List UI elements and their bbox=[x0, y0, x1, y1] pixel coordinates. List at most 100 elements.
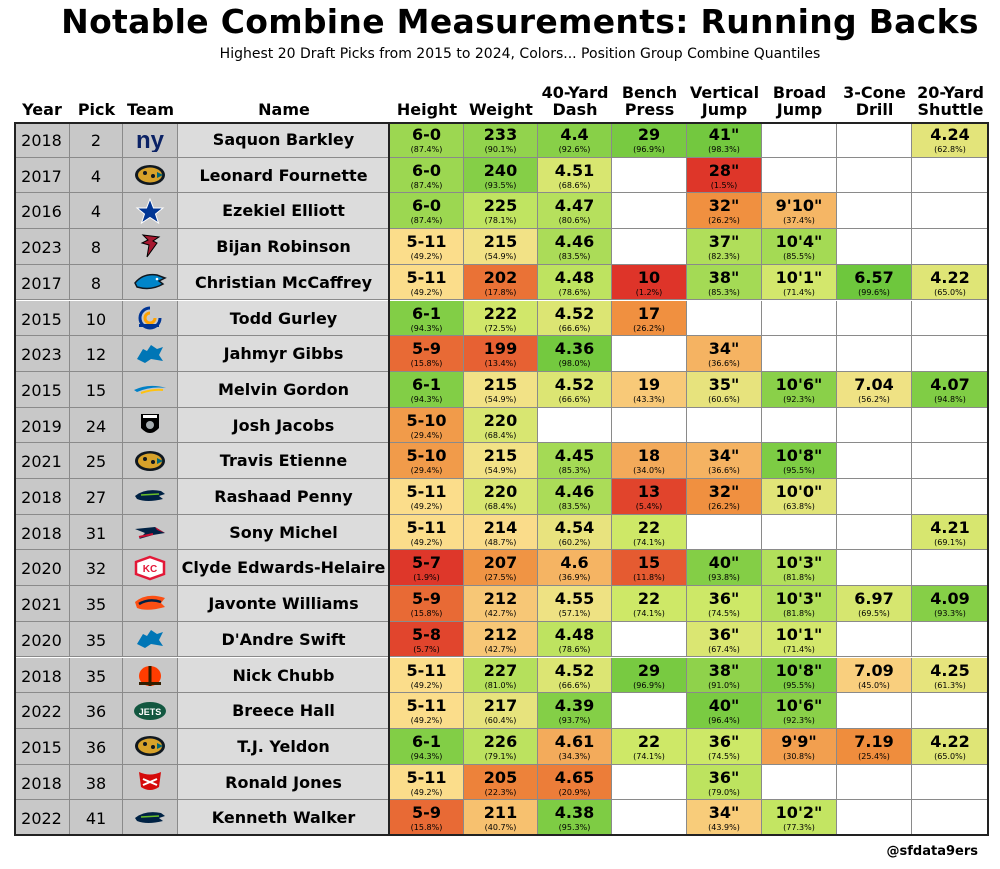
weight-percentile: (54.9%) bbox=[484, 466, 517, 476]
table-cell bbox=[837, 800, 912, 836]
height-value: 5-11 bbox=[406, 232, 447, 252]
pick-value: 24 bbox=[85, 416, 107, 436]
player-name: Javonte Williams bbox=[208, 594, 359, 614]
table-cell: 19 (43.3%) bbox=[612, 371, 687, 408]
weight-value: 220 bbox=[483, 410, 518, 430]
column-header-line: Shuttle bbox=[917, 100, 984, 119]
table-cell: 38" (85.3%) bbox=[687, 264, 762, 301]
column-header-line: 3-Cone bbox=[843, 83, 906, 102]
height-percentile: (49.2%) bbox=[410, 502, 443, 511]
table-cell: 34" (43.9%) bbox=[687, 800, 762, 836]
broad-percentile: (37.4%) bbox=[783, 216, 815, 226]
broad-value: 10'1" bbox=[775, 267, 823, 287]
table-cell: 18 (34.0%) bbox=[612, 443, 687, 479]
table-cell: 10'3" (81.8%) bbox=[762, 586, 837, 622]
broad-percentile: (95.5%) bbox=[783, 466, 815, 476]
table-cell: 199 (13.4%) bbox=[464, 336, 538, 372]
vertical-value: 40" bbox=[708, 696, 740, 716]
table-cell: 10'0" (63.8%) bbox=[762, 479, 837, 515]
year-value: 2018 bbox=[21, 666, 62, 686]
table-cell: 2018 bbox=[14, 764, 70, 801]
svg-text:ny: ny bbox=[136, 127, 165, 152]
bench-value: 22 bbox=[637, 731, 661, 751]
height-percentile: (5.7%) bbox=[413, 644, 440, 654]
table-cell: 2018 bbox=[14, 122, 70, 158]
table-cell: 2021 bbox=[14, 586, 70, 622]
weight-percentile: (68.4%) bbox=[484, 502, 517, 511]
table-cell: 4.51 (68.6%) bbox=[538, 157, 612, 194]
pick-value: 8 bbox=[90, 238, 102, 258]
weight-value: 211 bbox=[483, 803, 518, 823]
column-header: Broad Jump bbox=[762, 80, 837, 118]
cone-value: 7.19 bbox=[854, 731, 894, 751]
weight-value: 226 bbox=[483, 731, 518, 751]
table-cell: 7.04 (56.2%) bbox=[837, 371, 912, 408]
table-cell: 29 (96.9%) bbox=[612, 122, 687, 158]
table-cell bbox=[762, 514, 837, 551]
table-cell: 2015 bbox=[14, 371, 70, 408]
broad-value: 10'0" bbox=[775, 482, 823, 501]
table-cell: 222 (72.5%) bbox=[464, 300, 538, 337]
table-cell: 226 (79.1%) bbox=[464, 728, 538, 765]
forty-percentile: (78.6%) bbox=[558, 644, 591, 654]
table-cell: 36 bbox=[70, 693, 123, 729]
table-cell bbox=[837, 479, 912, 515]
forty-value: 4.38 bbox=[554, 803, 595, 823]
table-cell: 5-9 (15.8%) bbox=[390, 336, 464, 372]
weight-value: 214 bbox=[483, 517, 518, 537]
table-cell: 5-11 (49.2%) bbox=[390, 693, 464, 729]
pick-value: 32 bbox=[85, 559, 107, 579]
forty-value: 4.48 bbox=[554, 624, 595, 644]
year-value: 2023 bbox=[21, 238, 62, 258]
column-header-line: Jump bbox=[776, 100, 823, 119]
height-percentile: (87.4%) bbox=[410, 145, 443, 154]
bench-percentile: (96.9%) bbox=[633, 145, 665, 154]
table-cell: Ezekiel Elliott bbox=[178, 193, 390, 230]
table-cell: 24 bbox=[70, 407, 123, 444]
table-cell bbox=[123, 264, 178, 301]
table-cell bbox=[912, 336, 989, 372]
height-percentile: (49.2%) bbox=[410, 716, 443, 726]
broad-percentile: (92.3%) bbox=[783, 394, 815, 404]
table-cell bbox=[123, 193, 178, 230]
table-cell bbox=[123, 621, 178, 658]
height-value: 5-9 bbox=[412, 339, 441, 359]
cone-value: 6.57 bbox=[854, 267, 894, 287]
table-cell: 8 bbox=[70, 264, 123, 301]
height-percentile: (15.8%) bbox=[410, 609, 443, 619]
table-cell: 22 (74.1%) bbox=[612, 514, 687, 551]
chart-subtitle: Highest 20 Draft Picks from 2015 to 2024… bbox=[219, 46, 821, 62]
column-header-line: Name bbox=[258, 100, 310, 119]
table-cell: 10'4" (85.5%) bbox=[762, 229, 837, 265]
column-header-line: Year bbox=[22, 100, 62, 119]
table-cell: 4.52 (66.6%) bbox=[538, 371, 612, 408]
table-cell bbox=[762, 764, 837, 801]
forty-percentile: (83.5%) bbox=[558, 252, 591, 262]
table-cell bbox=[912, 407, 989, 444]
jax-logo-icon bbox=[123, 729, 177, 764]
height-value: 5-10 bbox=[406, 410, 447, 430]
table-cell: 233 (90.1%) bbox=[464, 122, 538, 158]
column-header: Height bbox=[390, 80, 464, 118]
cone-value: 7.04 bbox=[854, 374, 894, 394]
forty-percentile: (66.6%) bbox=[558, 323, 591, 333]
broad-percentile: (71.4%) bbox=[783, 644, 815, 654]
table-cell bbox=[123, 514, 178, 551]
table-cell: 4.36 (98.0%) bbox=[538, 336, 612, 372]
bench-percentile: (34.0%) bbox=[633, 466, 665, 476]
table-cell bbox=[123, 657, 178, 694]
table-cell: 220 (68.4%) bbox=[464, 479, 538, 515]
broad-percentile: (81.8%) bbox=[783, 573, 815, 583]
table-cell: Clyde Edwards-Helaire bbox=[178, 550, 390, 587]
height-value: 5-7 bbox=[412, 553, 441, 573]
broad-percentile: (95.5%) bbox=[783, 680, 815, 690]
vertical-value: 38" bbox=[708, 267, 740, 287]
shuttle-percentile: (93.3%) bbox=[934, 609, 966, 619]
pick-value: 36 bbox=[85, 737, 107, 757]
shuttle-percentile: (65.0%) bbox=[934, 287, 966, 297]
forty-value: 4.48 bbox=[554, 267, 595, 287]
shuttle-value: 4.22 bbox=[930, 731, 970, 751]
height-value: 5-11 bbox=[406, 660, 447, 680]
weight-value: 227 bbox=[483, 660, 518, 680]
shuttle-value: 4.25 bbox=[930, 660, 970, 680]
